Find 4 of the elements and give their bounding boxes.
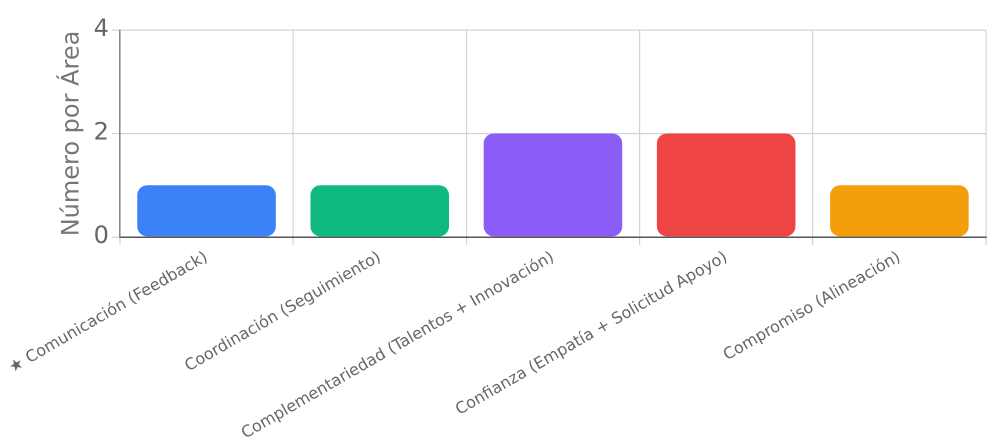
y-tick-label: 0 — [94, 221, 109, 250]
y-axis-title: Número por Área — [55, 30, 84, 236]
y-tick-label: 2 — [94, 118, 109, 146]
y-tick-label: 4 — [94, 14, 109, 42]
